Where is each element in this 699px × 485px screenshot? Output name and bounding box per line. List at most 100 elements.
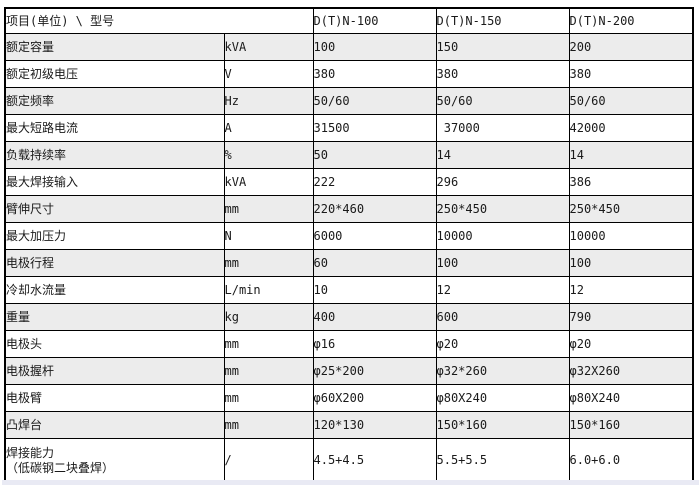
unit-cell: %: [223, 141, 314, 169]
unit-cell: Hz: [223, 87, 314, 115]
table-row: 凸焊台 mm 120*130 150*160 150*160: [4, 411, 694, 439]
unit-cell: kVA: [223, 168, 314, 196]
value-cell: 12: [568, 276, 694, 304]
unit-cell: mm: [223, 195, 314, 223]
value-cell: 10000: [435, 222, 570, 250]
table-row: 最大加压力 N 6000 10000 10000: [4, 222, 694, 250]
value-cell: 790: [568, 303, 694, 331]
value-cell: φ20: [435, 330, 570, 358]
value-cell: 150*160: [568, 411, 694, 439]
spec-item-cell: 额定频率: [4, 87, 225, 115]
value-cell: φ32*260: [435, 357, 570, 385]
table-row: 臂伸尺寸 mm 220*460 250*450 250*450: [4, 195, 694, 223]
header-model-1-cell: D(T)N-100: [312, 7, 437, 34]
spec-item-cell: 电极头: [4, 330, 225, 358]
value-cell: φ80X240: [435, 384, 570, 412]
table-row: 冷却水流量 L/min 10 12 12: [4, 276, 694, 304]
table-row: 电极行程 mm 60 100 100: [4, 249, 694, 277]
unit-cell: N: [223, 222, 314, 250]
value-cell: 10: [312, 276, 437, 304]
spec-item-cell: 最大焊接输入: [4, 168, 225, 196]
spec-item-cell: 额定初级电压: [4, 60, 225, 88]
value-cell: 400: [312, 303, 437, 331]
value-cell: 250*450: [435, 195, 570, 223]
value-cell: 12: [435, 276, 570, 304]
value-cell: 150: [435, 33, 570, 61]
table-row: 负载持续率% 50 14 14: [4, 141, 694, 169]
value-cell: 380: [312, 60, 437, 88]
spec-item-cell: 臂伸尺寸: [4, 195, 225, 223]
spec-item-cell: 重量: [4, 303, 225, 331]
header-item-model-cell: 项目(单位) \ 型号: [4, 7, 314, 34]
value-cell: 50: [312, 141, 437, 169]
table-row: 额定初级电压 V 380 380 380: [4, 60, 694, 88]
unit-cell: kg: [223, 303, 314, 331]
value-cell: φ20: [568, 330, 694, 358]
unit-cell: mm: [223, 357, 314, 385]
value-cell: 100: [435, 249, 570, 277]
value-cell: 200: [568, 33, 694, 61]
table-row: 重量 kg 400 600 790: [4, 303, 694, 331]
spec-item-cell: 电极臂: [4, 384, 225, 412]
value-cell: 120*130: [312, 411, 437, 439]
value-cell: φ80X240: [568, 384, 694, 412]
value-cell: 42000: [568, 114, 694, 142]
spec-table: 项目(单位) \ 型号 D(T)N-100 D(T)N-150 D(T)N-20…: [4, 7, 694, 485]
value-cell: 6000: [312, 222, 437, 250]
unit-cell: V: [223, 60, 314, 88]
unit-cell: /: [223, 438, 314, 484]
table-row: 最大焊接输入 kVA 222 296 386: [4, 168, 694, 196]
value-cell: 50/60: [435, 87, 570, 115]
header-row: 项目(单位) \ 型号 D(T)N-100 D(T)N-150 D(T)N-20…: [4, 7, 694, 34]
value-cell: 220*460: [312, 195, 437, 223]
header-model-2-cell: D(T)N-150: [435, 7, 570, 34]
value-cell: 380: [568, 60, 694, 88]
value-cell: 60: [312, 249, 437, 277]
table-row: 电极臂 mm φ60X200 φ80X240 φ80X240: [4, 384, 694, 412]
spec-item-cell: 电极行程: [4, 249, 225, 277]
table-row: 焊接能力 （低碳钢二块叠焊）/4.5+4.5 5.5+5.5 6.0+6.0: [4, 438, 694, 484]
value-cell: φ16: [312, 330, 437, 358]
unit-cell: A: [223, 114, 314, 142]
spec-item-cell: 焊接能力 （低碳钢二块叠焊）: [4, 438, 225, 484]
value-cell: φ32X260: [568, 357, 694, 385]
table-row: 电极握杆 mm φ25*200 φ32*260 φ32X260: [4, 357, 694, 385]
value-cell: 50/60: [568, 87, 694, 115]
value-cell: 222: [312, 168, 437, 196]
value-cell: 100: [568, 249, 694, 277]
unit-cell: mm: [223, 384, 314, 412]
value-cell: 250*450: [568, 195, 694, 223]
spec-item-cell: 电极握杆: [4, 357, 225, 385]
value-cell: 386: [568, 168, 694, 196]
value-cell: 4.5+4.5: [312, 438, 437, 484]
value-cell: 10000: [568, 222, 694, 250]
value-cell: 6.0+6.0: [568, 438, 694, 484]
spec-item-cell: 最大短路电流: [4, 114, 225, 142]
value-cell: 50/60: [312, 87, 437, 115]
spec-item-cell: 负载持续率: [4, 141, 225, 169]
value-cell: 5.5+5.5: [435, 438, 570, 484]
value-cell: 600: [435, 303, 570, 331]
value-cell: 14: [568, 141, 694, 169]
unit-cell: kVA: [223, 33, 314, 61]
table-row: 额定容量 kVA 100 150 200: [4, 33, 694, 61]
spec-item-cell: 额定容量: [4, 33, 225, 61]
table-row: 额定频率 Hz 50/60 50/60 50/60: [4, 87, 694, 115]
value-cell: 31500: [312, 114, 437, 142]
value-cell: 14: [435, 141, 570, 169]
unit-cell: mm: [223, 330, 314, 358]
unit-cell: mm: [223, 411, 314, 439]
table-row: 最大短路电流 A 31500 37000 42000: [4, 114, 694, 142]
value-cell: φ60X200: [312, 384, 437, 412]
value-cell: 37000: [435, 114, 570, 142]
value-cell: 150*160: [435, 411, 570, 439]
value-cell: φ25*200: [312, 357, 437, 385]
unit-cell: L/min: [223, 276, 314, 304]
spec-item-cell: 最大加压力: [4, 222, 225, 250]
value-cell: 100: [312, 33, 437, 61]
value-cell: 296: [435, 168, 570, 196]
spec-item-cell: 冷却水流量: [4, 276, 225, 304]
table-row: 电极头 mm φ16 φ20 φ20: [4, 330, 694, 358]
header-model-3-cell: D(T)N-200: [568, 7, 694, 34]
